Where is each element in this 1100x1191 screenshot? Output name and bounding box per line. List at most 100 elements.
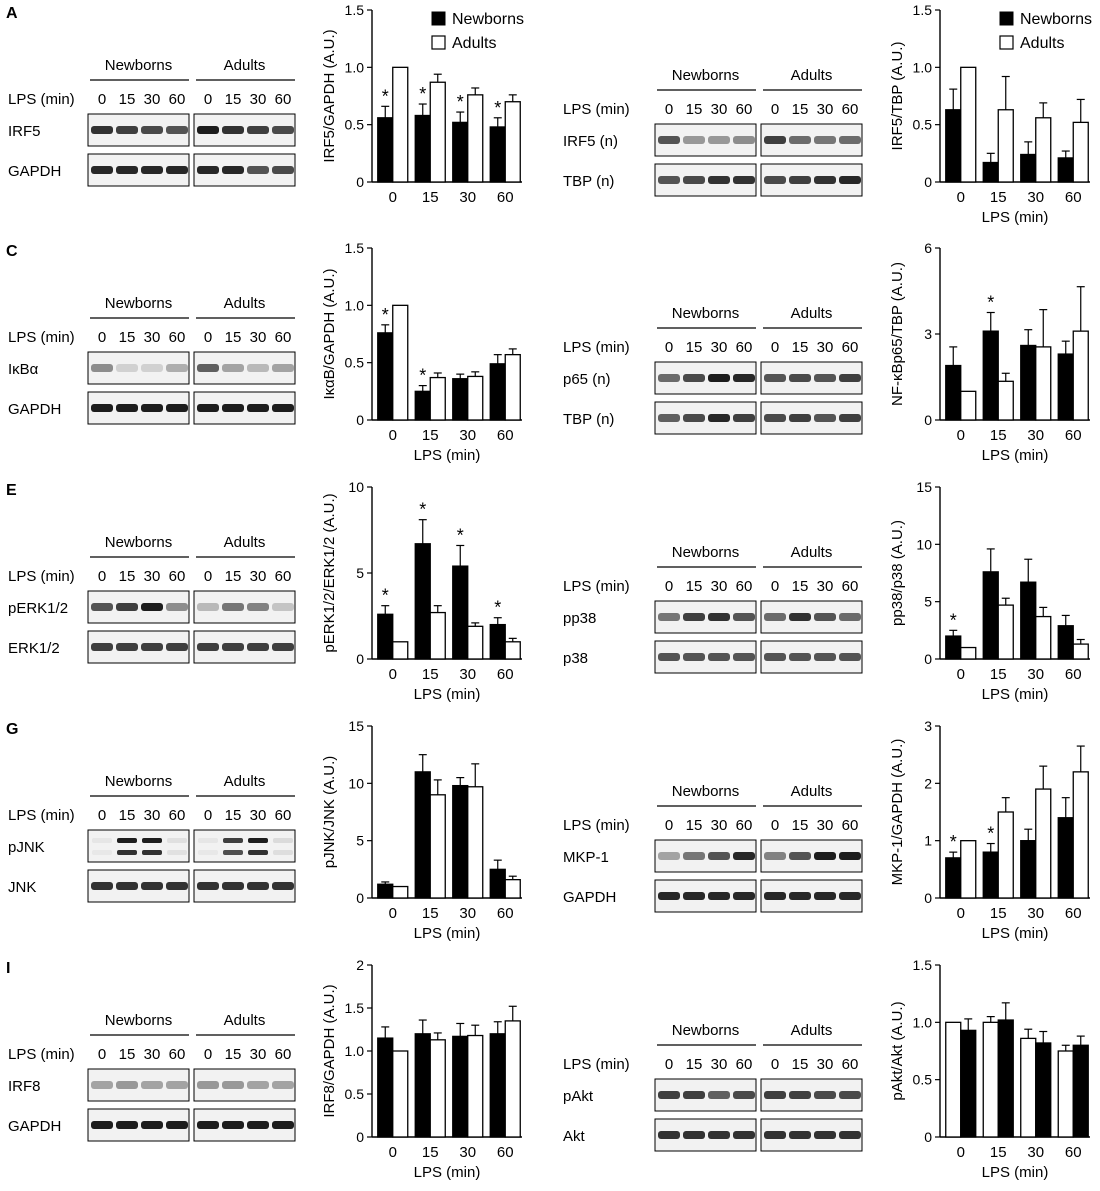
blot-band [247,603,269,611]
x-axis-label: LPS (min) [982,447,1049,464]
x-tick-label: 30 [459,189,476,206]
blot-row-label: GAPDH [8,401,61,418]
blot-band [197,126,219,134]
blot-row-label: p38 [563,650,588,667]
x-tick-label: 60 [1065,189,1082,206]
y-tick-label: 1.5 [913,957,933,973]
timepoint-label: 15 [225,91,242,108]
bar-adults [997,109,1014,183]
bar-adults [997,380,1014,421]
bar-adults [392,304,409,421]
blot-band [839,176,861,184]
timepoint-label: 60 [169,91,186,108]
bar-newborns [945,364,962,421]
legend-label-newborns: Newborns [452,11,524,28]
bar-adults [392,66,409,183]
bar-newborns [489,623,506,660]
bar-adults [504,1020,521,1138]
lps-label: LPS (min) [8,568,75,585]
blot-band [683,852,705,860]
bar-adults [1072,643,1089,660]
timepoint-label: 30 [250,1046,267,1063]
blot-band [683,414,705,422]
blot-band [167,850,187,855]
y-tick-label: 0 [924,174,932,190]
bar-adults [997,811,1014,899]
blot-band [733,1091,755,1099]
blot-band [683,892,705,900]
y-tick-label: 0 [924,412,932,428]
bar-newborns [1035,1042,1052,1138]
y-tick-label: 1.0 [913,1014,933,1030]
blot-band [116,882,138,890]
group-label-adults: Adults [791,305,833,322]
blot-row-label: IκBα [8,361,39,378]
blot-band [141,643,163,651]
x-tick-label: 60 [1065,666,1082,683]
x-tick-label: 15 [990,666,1007,683]
timepoint-label: 30 [144,807,161,824]
bar-adults [982,1021,999,1138]
bar-newborns [414,771,431,899]
bar-adults [1035,788,1052,899]
panel-g: G Newborns Adults LPS (min) 0 15 30 60 0 15 30 60 pJ… [6,718,522,942]
lps-label: LPS (min) [563,339,630,356]
group-label-adults: Adults [224,57,266,74]
y-tick-label: 0 [924,890,932,906]
bar-newborns [960,1029,977,1138]
bar-adults [1035,117,1052,183]
blot-band [247,404,269,412]
significance-star: * [950,832,957,852]
blot-band [272,166,294,174]
timepoint-label: 15 [792,578,809,595]
legend-swatch-adults [999,35,1014,50]
panel-letter: I [6,960,10,977]
bar-newborns [414,390,431,421]
blot-band [272,882,294,890]
x-tick-label: 0 [957,666,965,683]
group-label-adults: Adults [791,67,833,84]
blot-band [708,1131,730,1139]
blot-band [764,176,786,184]
blot-band [708,892,730,900]
bar-newborns [452,121,469,183]
bar-adults [504,101,521,183]
blot-band [683,1131,705,1139]
timepoint-label: 60 [736,101,753,118]
y-axis-label: pAkt/Akt (A.U.) [889,1001,906,1100]
x-tick-label: 60 [497,189,514,206]
blot-band [91,404,113,412]
blot-band [91,126,113,134]
timepoint-label: 30 [144,568,161,585]
y-tick-label: 1.0 [345,297,365,313]
timepoint-label: 30 [817,817,834,834]
blot-band [222,882,244,890]
blot-row-label: pAkt [563,1088,594,1105]
y-tick-label: 0.5 [345,117,365,133]
significance-star: * [382,586,389,606]
y-tick-label: 1 [924,833,932,849]
bar-newborns [997,1019,1014,1138]
blot-row-label: pp38 [563,610,596,627]
blot-band [839,136,861,144]
timepoint-label: 0 [771,817,779,834]
blot-band [272,603,294,611]
timepoint-label: 15 [119,329,136,346]
blot-row-label: IRF5 [8,123,41,140]
blot-band [814,414,836,422]
blot-band [91,882,113,890]
blot-row-label: JNK [8,879,36,896]
bar-newborns [1057,817,1074,899]
timepoint-label: 60 [842,1056,859,1073]
blot-band [116,603,138,611]
blot-band [789,136,811,144]
panel-c: C Newborns Adults LPS (min) 0 15 30 60 0 15 30 60 Iκ… [6,240,522,464]
bar-adults [504,353,521,421]
blot-band [222,603,244,611]
blot-band [708,852,730,860]
x-tick-label: 30 [459,905,476,922]
y-tick-label: 0 [924,651,932,667]
blot-band [223,838,243,843]
group-label-adults: Adults [791,783,833,800]
x-tick-label: 0 [957,189,965,206]
